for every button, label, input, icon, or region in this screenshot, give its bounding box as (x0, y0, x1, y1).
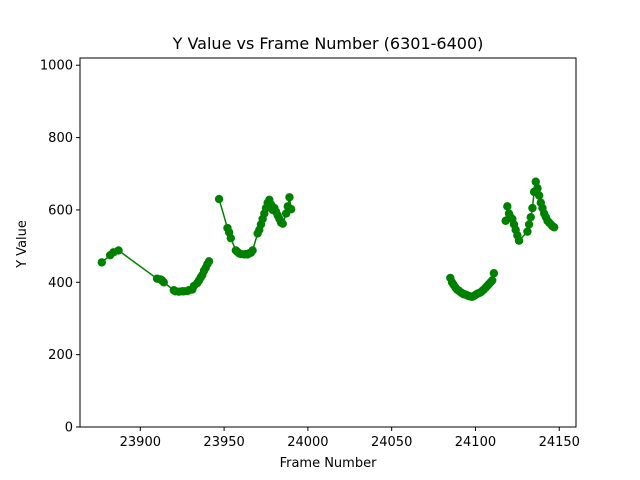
y-tick-label: 400 (48, 276, 73, 291)
data-point (226, 233, 236, 243)
data-point (214, 194, 224, 204)
x-tick-label: 24150 (539, 435, 580, 450)
x-tick-label: 24100 (455, 435, 496, 450)
data-point (278, 219, 287, 228)
x-tick-label: 23900 (120, 435, 161, 450)
chart-title: Y Value vs Frame Number (6301-6400) (172, 34, 484, 53)
data-point (286, 205, 296, 214)
data-point (285, 193, 294, 202)
y-tick-label: 1000 (40, 59, 73, 74)
data-point (531, 177, 540, 186)
data-point (526, 212, 535, 222)
data-point (488, 276, 497, 285)
data-point (503, 202, 512, 211)
data-point (489, 269, 499, 278)
y-tick-label: 600 (48, 203, 73, 218)
axes: 23900 23950 24000 24050 24100 24150 0 200 400 600… (40, 57, 580, 450)
y-tick-label: 0 (65, 421, 73, 436)
y-axis-label: Y Value (15, 220, 30, 269)
data-point (550, 223, 559, 232)
data-point (248, 246, 257, 255)
data-point (114, 246, 123, 255)
data-point (528, 203, 537, 213)
data-point (204, 257, 214, 266)
data-point (524, 220, 534, 229)
data-point (534, 191, 544, 200)
y-tick-label: 200 (48, 348, 73, 363)
x-axis-label: Frame Number (280, 456, 378, 471)
plot-area (97, 177, 559, 301)
x-tick-label: 24000 (287, 435, 328, 450)
data-point (533, 184, 542, 193)
data-point (159, 278, 168, 287)
x-tick-label: 23950 (203, 435, 244, 450)
data-point (97, 258, 106, 267)
x-tick-label: 24050 (371, 435, 412, 450)
plot-frame (79, 57, 577, 428)
y-tick-label: 800 (48, 131, 73, 146)
data-point (523, 227, 532, 236)
data-point (514, 236, 524, 245)
